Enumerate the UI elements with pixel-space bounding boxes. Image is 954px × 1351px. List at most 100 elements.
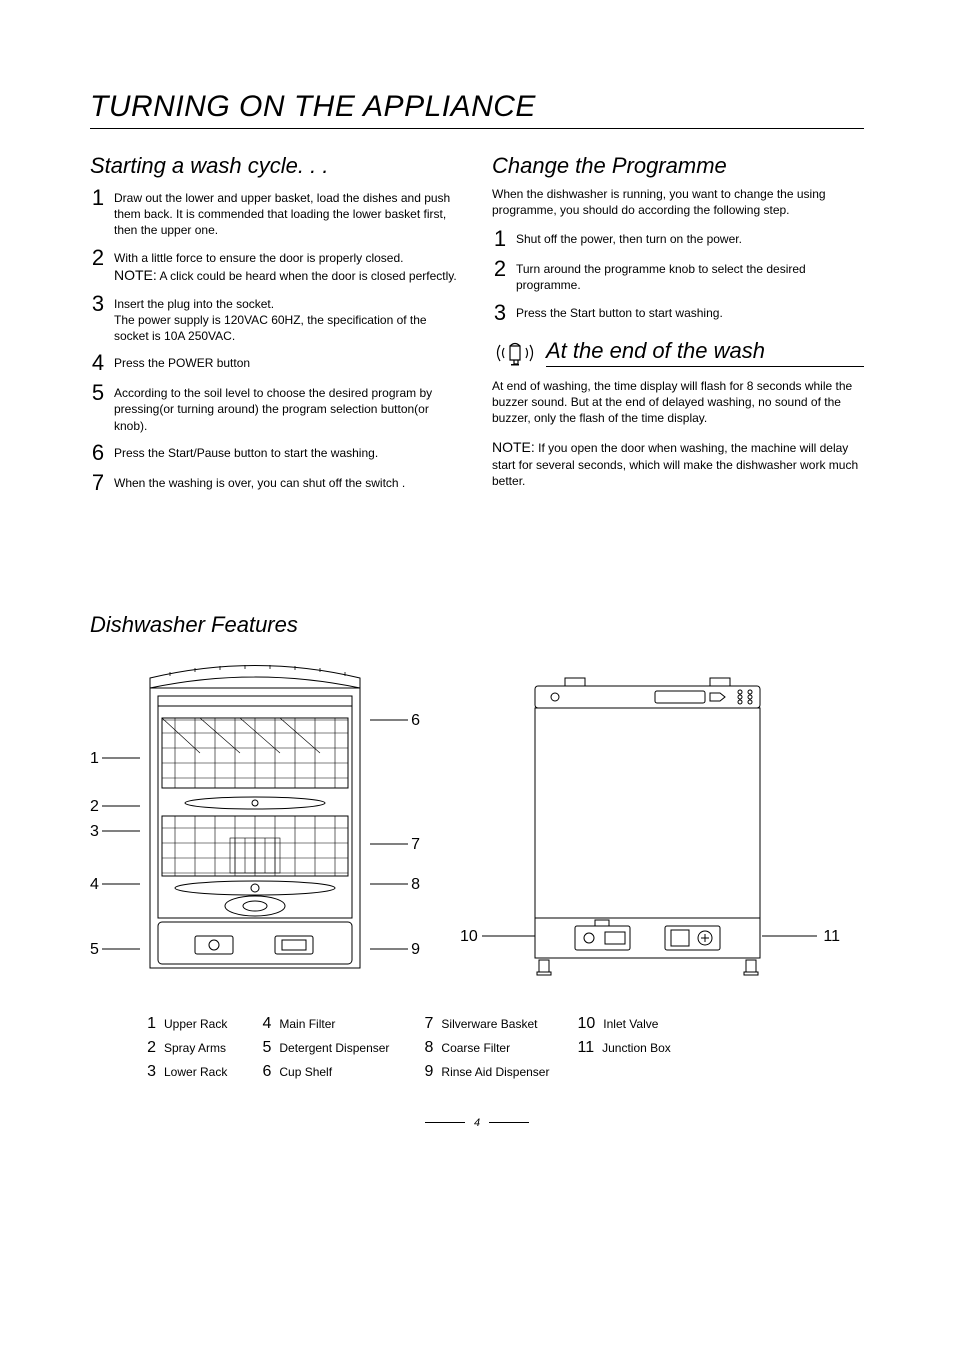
step-text: Draw out the lower and upper basket, loa… (114, 187, 462, 239)
legend-num: 2 (140, 1039, 156, 1057)
step-num: 1 (90, 187, 106, 209)
legend-label: Cup Shelf (279, 1065, 332, 1079)
step-num: 4 (90, 352, 106, 374)
buzzer-icon (492, 338, 538, 368)
legend-label: Spray Arms (164, 1041, 226, 1055)
callout-8: 8 (411, 876, 420, 894)
step-text: With a little force to ensure the door i… (114, 247, 457, 285)
diagrams-row: 1 2 3 4 5 6 7 8 9 (90, 658, 864, 991)
step-2: 2 With a little force to ensure the door… (90, 247, 462, 285)
legend-item: 1 Upper Rack (140, 1015, 227, 1033)
callout-10: 10 (460, 928, 478, 946)
legend-num: 1 (140, 1015, 156, 1033)
step-1: 1 Draw out the lower and upper basket, l… (90, 187, 462, 239)
legend-label: Main Filter (279, 1017, 335, 1031)
change-programme-heading: Change the Programme (492, 153, 864, 179)
step-6: 6 Press the Start/Pause button to start … (90, 442, 462, 464)
legend-num: 6 (255, 1063, 271, 1081)
note-label: NOTE: (492, 439, 535, 455)
step-num: 5 (90, 382, 106, 404)
legend-col-3: 7 Silverware Basket 8Coarse Filter 9 Rinse… (417, 1015, 549, 1087)
features-section: Dishwasher Features 1 2 3 4 5 6 7 8 9 (90, 612, 864, 1087)
callout-11: 11 (823, 928, 840, 946)
legend-num: 5 (255, 1039, 271, 1057)
legend-item: 9 Rinse Aid Dispenser (417, 1063, 549, 1081)
step-num: 6 (90, 442, 106, 464)
legend-num: 9 (417, 1063, 433, 1081)
legend-item: 5 Detergent Dispenser (255, 1039, 389, 1057)
legend-label: Coarse Filter (441, 1041, 510, 1055)
change-step-3: 3 Press the Start button to start washin… (492, 302, 864, 324)
legend-label: Lower Rack (164, 1065, 227, 1079)
legend-num: 10 (577, 1015, 595, 1033)
features-heading: Dishwasher Features (90, 612, 864, 638)
callout-6: 6 (411, 712, 420, 730)
step-text: According to the soil level to choose th… (114, 382, 462, 434)
two-column-layout: Starting a wash cycle. . . 1 Draw out th… (90, 153, 864, 502)
step-7: 7 When the washing is over, you can shut… (90, 472, 462, 494)
legend-label: Rinse Aid Dispenser (441, 1065, 549, 1079)
callout-9: 9 (411, 941, 420, 959)
change-programme-section: Change the Programme When the dishwasher… (492, 153, 864, 502)
legend-label: Upper Rack (164, 1017, 227, 1031)
step-num: 1 (492, 228, 508, 250)
step-num: 3 (90, 293, 106, 315)
step-text: Insert the plug into the socket. The pow… (114, 293, 462, 345)
callout-3: 3 (90, 823, 99, 841)
starting-steps: 1 Draw out the lower and upper basket, l… (90, 187, 462, 494)
callout-2: 2 (90, 798, 99, 816)
legend-item: 6 Cup Shelf (255, 1063, 389, 1081)
step-num: 7 (90, 472, 106, 494)
legend-num: 7 (417, 1015, 433, 1033)
legend-col-2: 4 Main Filter 5 Detergent Dispenser 6 Cup S… (255, 1015, 389, 1087)
legend-item: 4 Main Filter (255, 1015, 389, 1033)
legend-label: Inlet Valve (603, 1017, 658, 1031)
callout-5: 5 (90, 941, 99, 959)
starting-heading: Starting a wash cycle. . . (90, 153, 462, 179)
legend-num: 3 (140, 1063, 156, 1081)
change-step-1: 1 Shut off the power, then turn on the p… (492, 228, 864, 250)
page-number: 4 (474, 1117, 480, 1129)
page-num-line-right (489, 1122, 529, 1123)
interior-svg (90, 658, 420, 988)
callout-1: 1 (90, 750, 99, 768)
step-num: 3 (492, 302, 508, 324)
dishwasher-interior-diagram: 1 2 3 4 5 6 7 8 9 (90, 658, 420, 991)
features-legend: 1 Upper Rack 2 Spray Arms 3 Lower Rack 4 Mai… (90, 1015, 864, 1087)
legend-label: Junction Box (602, 1041, 671, 1055)
page-number-row: 4 (90, 1117, 864, 1129)
step-text: Press the Start button to start washing. (516, 302, 723, 321)
legend-num: 4 (255, 1015, 271, 1033)
legend-item: 7 Silverware Basket (417, 1015, 549, 1033)
step-num: 2 (90, 247, 106, 269)
step-text: When the washing is over, you can shut o… (114, 472, 405, 491)
legend-num: 11 (577, 1039, 594, 1057)
legend-item: 11 Junction Box (577, 1039, 670, 1057)
callout-7: 7 (411, 836, 420, 854)
note-text: A click could be heard when the door is … (157, 269, 457, 283)
end-of-wash-heading-row: At the end of the wash (492, 338, 864, 368)
legend-item: 3 Lower Rack (140, 1063, 227, 1081)
starting-wash-cycle-section: Starting a wash cycle. . . 1 Draw out th… (90, 153, 462, 502)
step-text: Press the POWER button (114, 352, 250, 371)
page-title: TURNING ON THE APPLIANCE (90, 90, 864, 129)
legend-item: 2 Spray Arms (140, 1039, 227, 1057)
note-text: If you open the door when washing, the m… (492, 441, 858, 488)
legend-col-4: 10 Inlet Valve 11 Junction Box (577, 1015, 670, 1087)
step-4: 4 Press the POWER button (90, 352, 462, 374)
step-text: Turn around the programme knob to select… (516, 258, 864, 293)
step-text: Press the Start/Pause button to start th… (114, 442, 378, 461)
end-of-wash-note: NOTE: If you open the door when washing,… (492, 438, 864, 489)
step-text: Shut off the power, then turn on the pow… (516, 228, 742, 247)
legend-label: Silverware Basket (441, 1017, 537, 1031)
legend-col-1: 1 Upper Rack 2 Spray Arms 3 Lower Rack (140, 1015, 227, 1087)
page-num-line-left (425, 1122, 465, 1123)
change-programme-intro: When the dishwasher is running, you want… (492, 187, 864, 218)
change-step-2: 2 Turn around the programme knob to sele… (492, 258, 864, 293)
change-steps: 1 Shut off the power, then turn on the p… (492, 228, 864, 323)
note-label: NOTE: (114, 267, 157, 283)
step-num: 2 (492, 258, 508, 280)
legend-item: 8Coarse Filter (417, 1039, 549, 1057)
end-of-wash-para: At end of washing, the time display will… (492, 378, 864, 427)
legend-label: Detergent Dispenser (279, 1041, 389, 1055)
